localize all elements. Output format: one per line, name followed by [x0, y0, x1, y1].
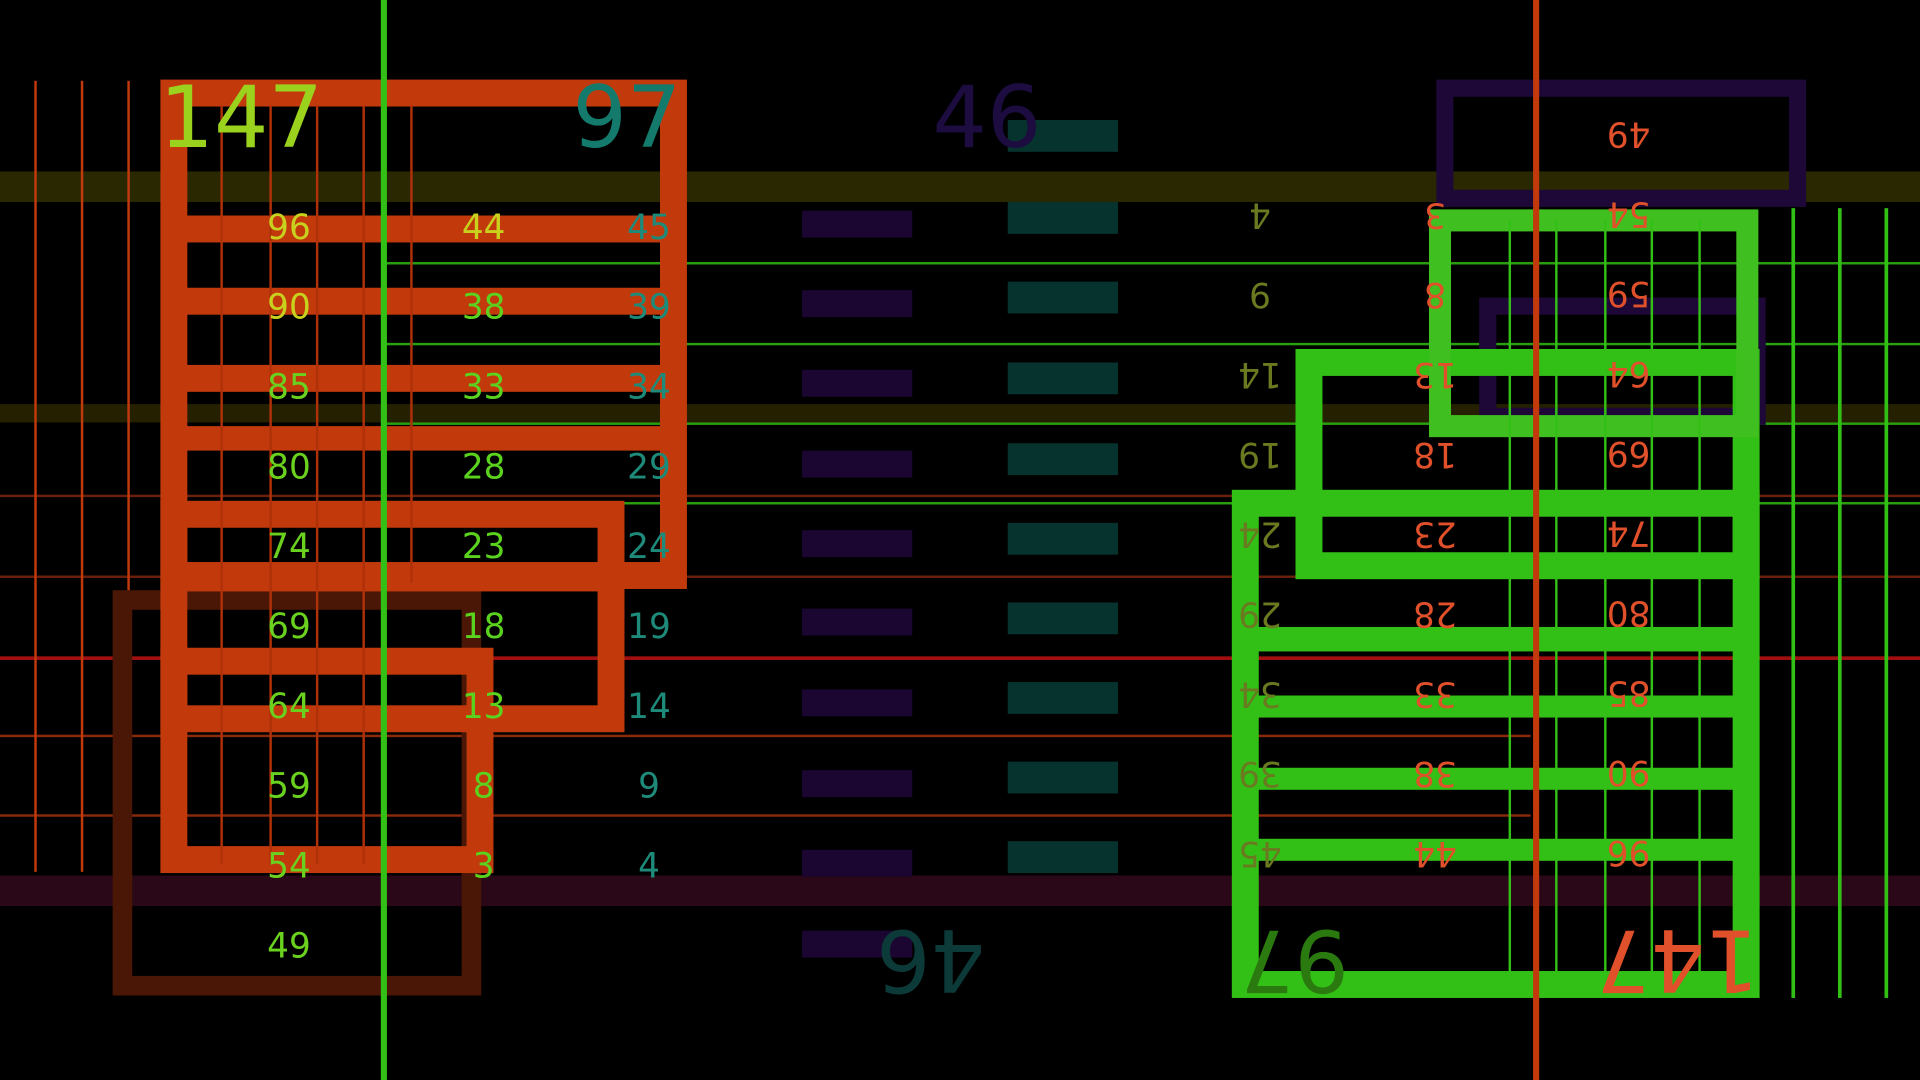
number-label: 85 [267, 367, 311, 407]
middle-bottom-46: 46 [876, 910, 985, 1010]
number-label: 3 [1424, 194, 1446, 234]
teal-bar [1007, 761, 1118, 794]
teal-bar [1007, 682, 1118, 714]
number-label: 45 [1238, 833, 1282, 873]
number-label: 54 [1607, 193, 1651, 233]
teal-bar [1007, 362, 1118, 395]
right-green-structure [1231, 209, 1760, 998]
number-label: 19 [1238, 434, 1282, 474]
number-label: 33 [462, 367, 506, 407]
purple-bar [802, 849, 913, 877]
purple-bar [802, 689, 913, 717]
number-label: 85 [1607, 672, 1651, 712]
teal-bar [1007, 841, 1118, 874]
purple-bar [802, 450, 913, 478]
number-label: 34 [1238, 673, 1282, 713]
number-label: 74 [267, 527, 311, 567]
middle-bars [802, 120, 1118, 958]
number-label: 23 [1413, 514, 1457, 554]
number-label: 3 [473, 846, 495, 886]
number-label: 49 [267, 926, 311, 966]
left-orange-bars [173, 105, 674, 865]
right-big-97: 97 [1240, 910, 1349, 1010]
number-label: 59 [1607, 273, 1651, 313]
teal-bar [1007, 202, 1118, 234]
number-label: 4 [1249, 194, 1271, 234]
left-big-97: 97 [572, 68, 681, 168]
number-label: 4 [638, 846, 660, 886]
teal-bar [1007, 120, 1118, 152]
teal-bar [1007, 281, 1118, 314]
teal-bar [1007, 443, 1118, 476]
number-label: 13 [1413, 354, 1457, 394]
number-label: 9 [638, 767, 660, 807]
number-columns: 9690858074696459544944383328231813834539… [267, 113, 1650, 966]
number-label: 39 [1238, 753, 1282, 793]
number-label: 44 [462, 208, 506, 248]
number-label: 59 [267, 767, 311, 807]
number-label: 96 [1607, 832, 1651, 872]
number-label: 80 [1607, 592, 1651, 632]
number-label: 18 [1413, 434, 1457, 474]
number-label: 90 [267, 288, 311, 328]
number-label: 13 [462, 687, 506, 727]
purple-bar [802, 530, 913, 558]
number-label: 69 [1607, 433, 1651, 473]
number-label: 64 [267, 687, 311, 727]
number-label: 28 [1413, 593, 1457, 633]
number-label: 96 [267, 208, 311, 248]
purple-bar [802, 930, 913, 958]
green-vertical-line [380, 0, 387, 1080]
teal-bar [1007, 522, 1118, 555]
teal-bar [1007, 602, 1118, 635]
number-label: 8 [473, 767, 495, 807]
number-label: 24 [627, 527, 671, 567]
number-label: 45 [627, 208, 671, 248]
number-label: 38 [462, 288, 506, 328]
left-big-147: 147 [159, 68, 323, 168]
orange-vertical-line [1533, 0, 1540, 1080]
number-label: 14 [1238, 354, 1282, 394]
number-label: 90 [1607, 752, 1651, 792]
right-big-147: 147 [1596, 910, 1760, 1010]
purple-bar [802, 608, 913, 636]
number-label: 19 [627, 607, 671, 647]
number-label: 9 [1249, 274, 1271, 314]
number-label: 64 [1607, 353, 1651, 393]
number-label: 49 [1607, 113, 1651, 153]
purple-bar [802, 210, 913, 238]
number-label: 24 [1238, 514, 1282, 554]
number-label: 69 [267, 607, 311, 647]
right-green-bars [1245, 220, 1747, 980]
number-label: 39 [627, 288, 671, 328]
number-label: 18 [462, 607, 506, 647]
number-label: 38 [1413, 753, 1457, 793]
number-label: 29 [627, 447, 671, 487]
number-label: 34 [627, 367, 671, 407]
purple-bar [802, 770, 913, 798]
number-label: 14 [627, 687, 671, 727]
middle-top-46: 46 [932, 68, 1041, 168]
purple-bar [802, 369, 913, 397]
number-label: 74 [1607, 513, 1651, 553]
number-label: 44 [1413, 833, 1457, 873]
purple-bar [802, 290, 913, 318]
number-label: 29 [1238, 593, 1282, 633]
number-label: 54 [267, 846, 311, 886]
number-label: 33 [1413, 673, 1457, 713]
number-label: 80 [267, 447, 311, 487]
number-label: 8 [1424, 274, 1446, 314]
number-label: 28 [462, 447, 506, 487]
number-label: 23 [462, 527, 506, 567]
